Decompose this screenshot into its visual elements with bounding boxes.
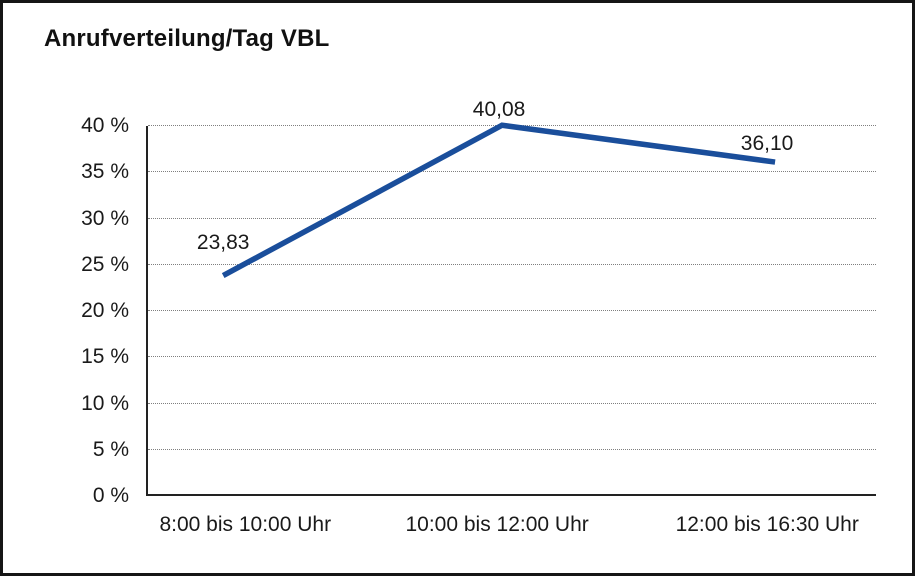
y-axis-tick-label: 10 % xyxy=(81,391,129,415)
y-axis-tick-label: 20 % xyxy=(81,299,129,322)
x-axis-category-label: 10:00 bis 12:00 Uhr xyxy=(405,513,589,536)
data-point-label: 23,83 xyxy=(196,230,250,254)
y-axis-tick-label: 5 % xyxy=(92,437,129,461)
gridline-15 xyxy=(148,356,876,358)
y-axis-tick-label: 0 % xyxy=(92,484,129,507)
data-point-label: 36,10 xyxy=(740,132,794,156)
gridline-20 xyxy=(148,310,876,311)
gridline-25 xyxy=(148,263,876,265)
chart-title: Anrufverteilung/Tag VBL xyxy=(44,25,330,52)
data-point-label: 40,08 xyxy=(472,98,526,122)
data-line xyxy=(221,122,776,278)
y-axis-tick-label: 25 % xyxy=(81,252,129,276)
x-axis-category-label: 12:00 bis 16:30 Uhr xyxy=(675,513,859,536)
line-series xyxy=(221,122,776,278)
gridline-5 xyxy=(148,448,876,450)
y-axis-tick-label: 30 % xyxy=(81,206,129,230)
plot-area: 23,83 40,08 36,10 xyxy=(146,98,876,496)
gridline-35 xyxy=(148,171,876,173)
y-axis-tick-label: 40 % xyxy=(81,114,129,137)
gridline-30 xyxy=(148,217,876,219)
y-axis-tick-label: 15 % xyxy=(81,345,129,369)
y-axis-tick-label: 35 % xyxy=(81,160,129,184)
gridline-10 xyxy=(148,402,876,404)
x-axis-category-label: 8:00 bis 10:00 Uhr xyxy=(159,513,332,536)
